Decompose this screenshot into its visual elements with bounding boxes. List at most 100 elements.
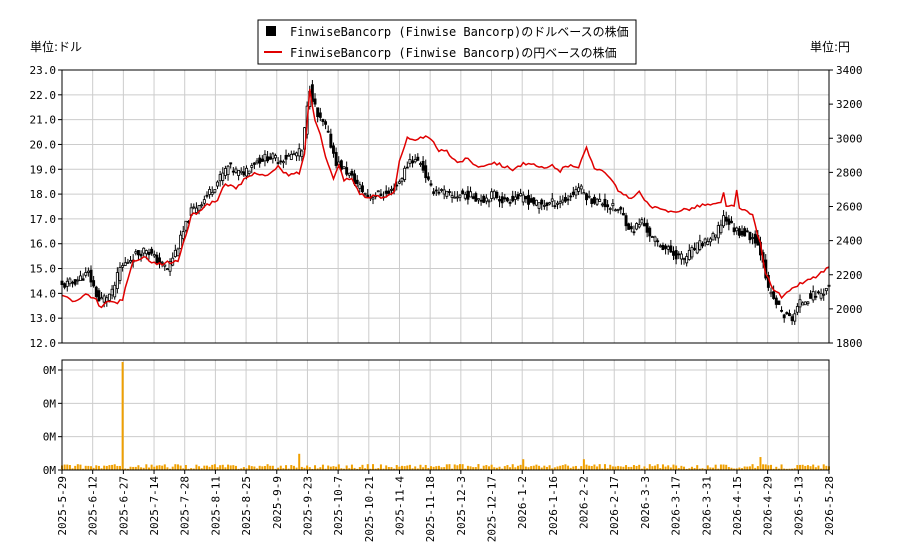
candle-body (313, 98, 317, 105)
volume-bar (279, 465, 282, 470)
candle-body (408, 159, 412, 164)
candle-body (202, 199, 206, 204)
candle-body (324, 121, 328, 125)
legend: FinwiseBancorp (Finwise Bancorp)のドルベースの株… (257, 19, 637, 65)
candle-body (500, 196, 504, 204)
volume-bar (166, 467, 169, 470)
volume-bar (432, 466, 435, 470)
volume-bar (121, 362, 124, 470)
candle-body (476, 198, 480, 201)
volume-bar (242, 467, 245, 470)
volume-bar (176, 464, 179, 470)
volume-bar (751, 464, 754, 470)
volume-bar (495, 467, 498, 470)
volume-bar (306, 465, 309, 470)
candle-body (524, 195, 528, 200)
candle-body (281, 161, 285, 164)
volume-bar (530, 466, 533, 470)
volume-bar (559, 465, 562, 470)
candle-body (231, 170, 235, 173)
candle-body (643, 223, 646, 227)
volume-bar (625, 465, 628, 470)
candle-body (545, 202, 549, 206)
volume-bar (285, 465, 288, 470)
candle-body (669, 245, 673, 253)
volume-bar (648, 464, 651, 470)
volume-bar (287, 468, 290, 470)
volume-bar (706, 465, 709, 470)
x-tick-label: 2025-11-18 (424, 476, 437, 542)
volume-bar (190, 468, 193, 470)
volume-bar (656, 464, 659, 470)
candle-body (110, 288, 114, 296)
volume-bar (767, 465, 770, 470)
candle-body (558, 201, 562, 204)
volume-bar (353, 467, 356, 470)
candle-body (234, 168, 238, 173)
x-tick-label: 2025-10-21 (363, 476, 376, 542)
volume-bar (329, 466, 332, 470)
x-tick-label: 2026-3-3 (639, 476, 652, 529)
volume-bar (366, 464, 369, 470)
volume-bar (369, 468, 372, 470)
candle-body (255, 160, 259, 164)
candle-body (295, 152, 299, 157)
candle-body (735, 227, 739, 232)
volume-bar (316, 468, 319, 470)
candle-body (350, 170, 354, 176)
candle-body (150, 248, 154, 254)
volume-bar (719, 464, 722, 470)
volume-bar (532, 465, 535, 470)
candle-body (540, 199, 544, 205)
candle-body (698, 240, 702, 250)
candle-body (708, 238, 712, 243)
candle-body (516, 194, 520, 200)
volume-bar (174, 464, 177, 470)
left-tick-label: 12.0 (30, 337, 57, 350)
candle-body (287, 154, 291, 157)
volume-bar (469, 466, 472, 470)
volume-bar (524, 466, 527, 470)
volume-bar (82, 468, 85, 470)
volume-bar (556, 466, 559, 470)
candle-body (674, 250, 678, 260)
volume-bar (672, 464, 675, 470)
left-tick-label: 14.0 (30, 287, 57, 300)
right-tick-label: 3000 (836, 132, 863, 145)
volume-bar (667, 465, 670, 470)
candle-body (258, 157, 262, 164)
candle-body (701, 242, 704, 247)
volume-bar (704, 468, 707, 470)
volume-bar (474, 467, 477, 470)
candle-body (777, 300, 781, 305)
candle-body (437, 191, 441, 194)
volume-tick-label: 0M (43, 364, 57, 377)
candle-body (86, 270, 90, 273)
volume-bar (282, 468, 285, 470)
x-tick-label: 2026-3-31 (700, 476, 713, 536)
volume-bar (780, 464, 783, 470)
candle-body (640, 219, 644, 224)
candle-body (648, 227, 652, 237)
volume-bar (688, 468, 691, 470)
volume-bar (630, 466, 633, 470)
candle-body (695, 242, 699, 254)
candle-body (213, 189, 217, 193)
right-tick-label: 1800 (836, 337, 863, 350)
volume-bar (337, 464, 340, 470)
volume-bar (374, 468, 377, 470)
volume-bar (511, 464, 514, 470)
volume-bar (574, 465, 577, 470)
volume-bar (712, 467, 715, 470)
candle-body (817, 291, 820, 294)
candle-body (619, 207, 623, 210)
volume-bar (84, 465, 87, 470)
candle-body (711, 233, 715, 241)
volume-bar (348, 468, 351, 470)
volume-bar (727, 467, 730, 470)
candle-body (89, 269, 93, 283)
volume-bar (487, 466, 490, 470)
candle-body (400, 178, 404, 182)
candle-body (690, 247, 694, 258)
x-tick-label: 2025-7-14 (148, 476, 161, 536)
